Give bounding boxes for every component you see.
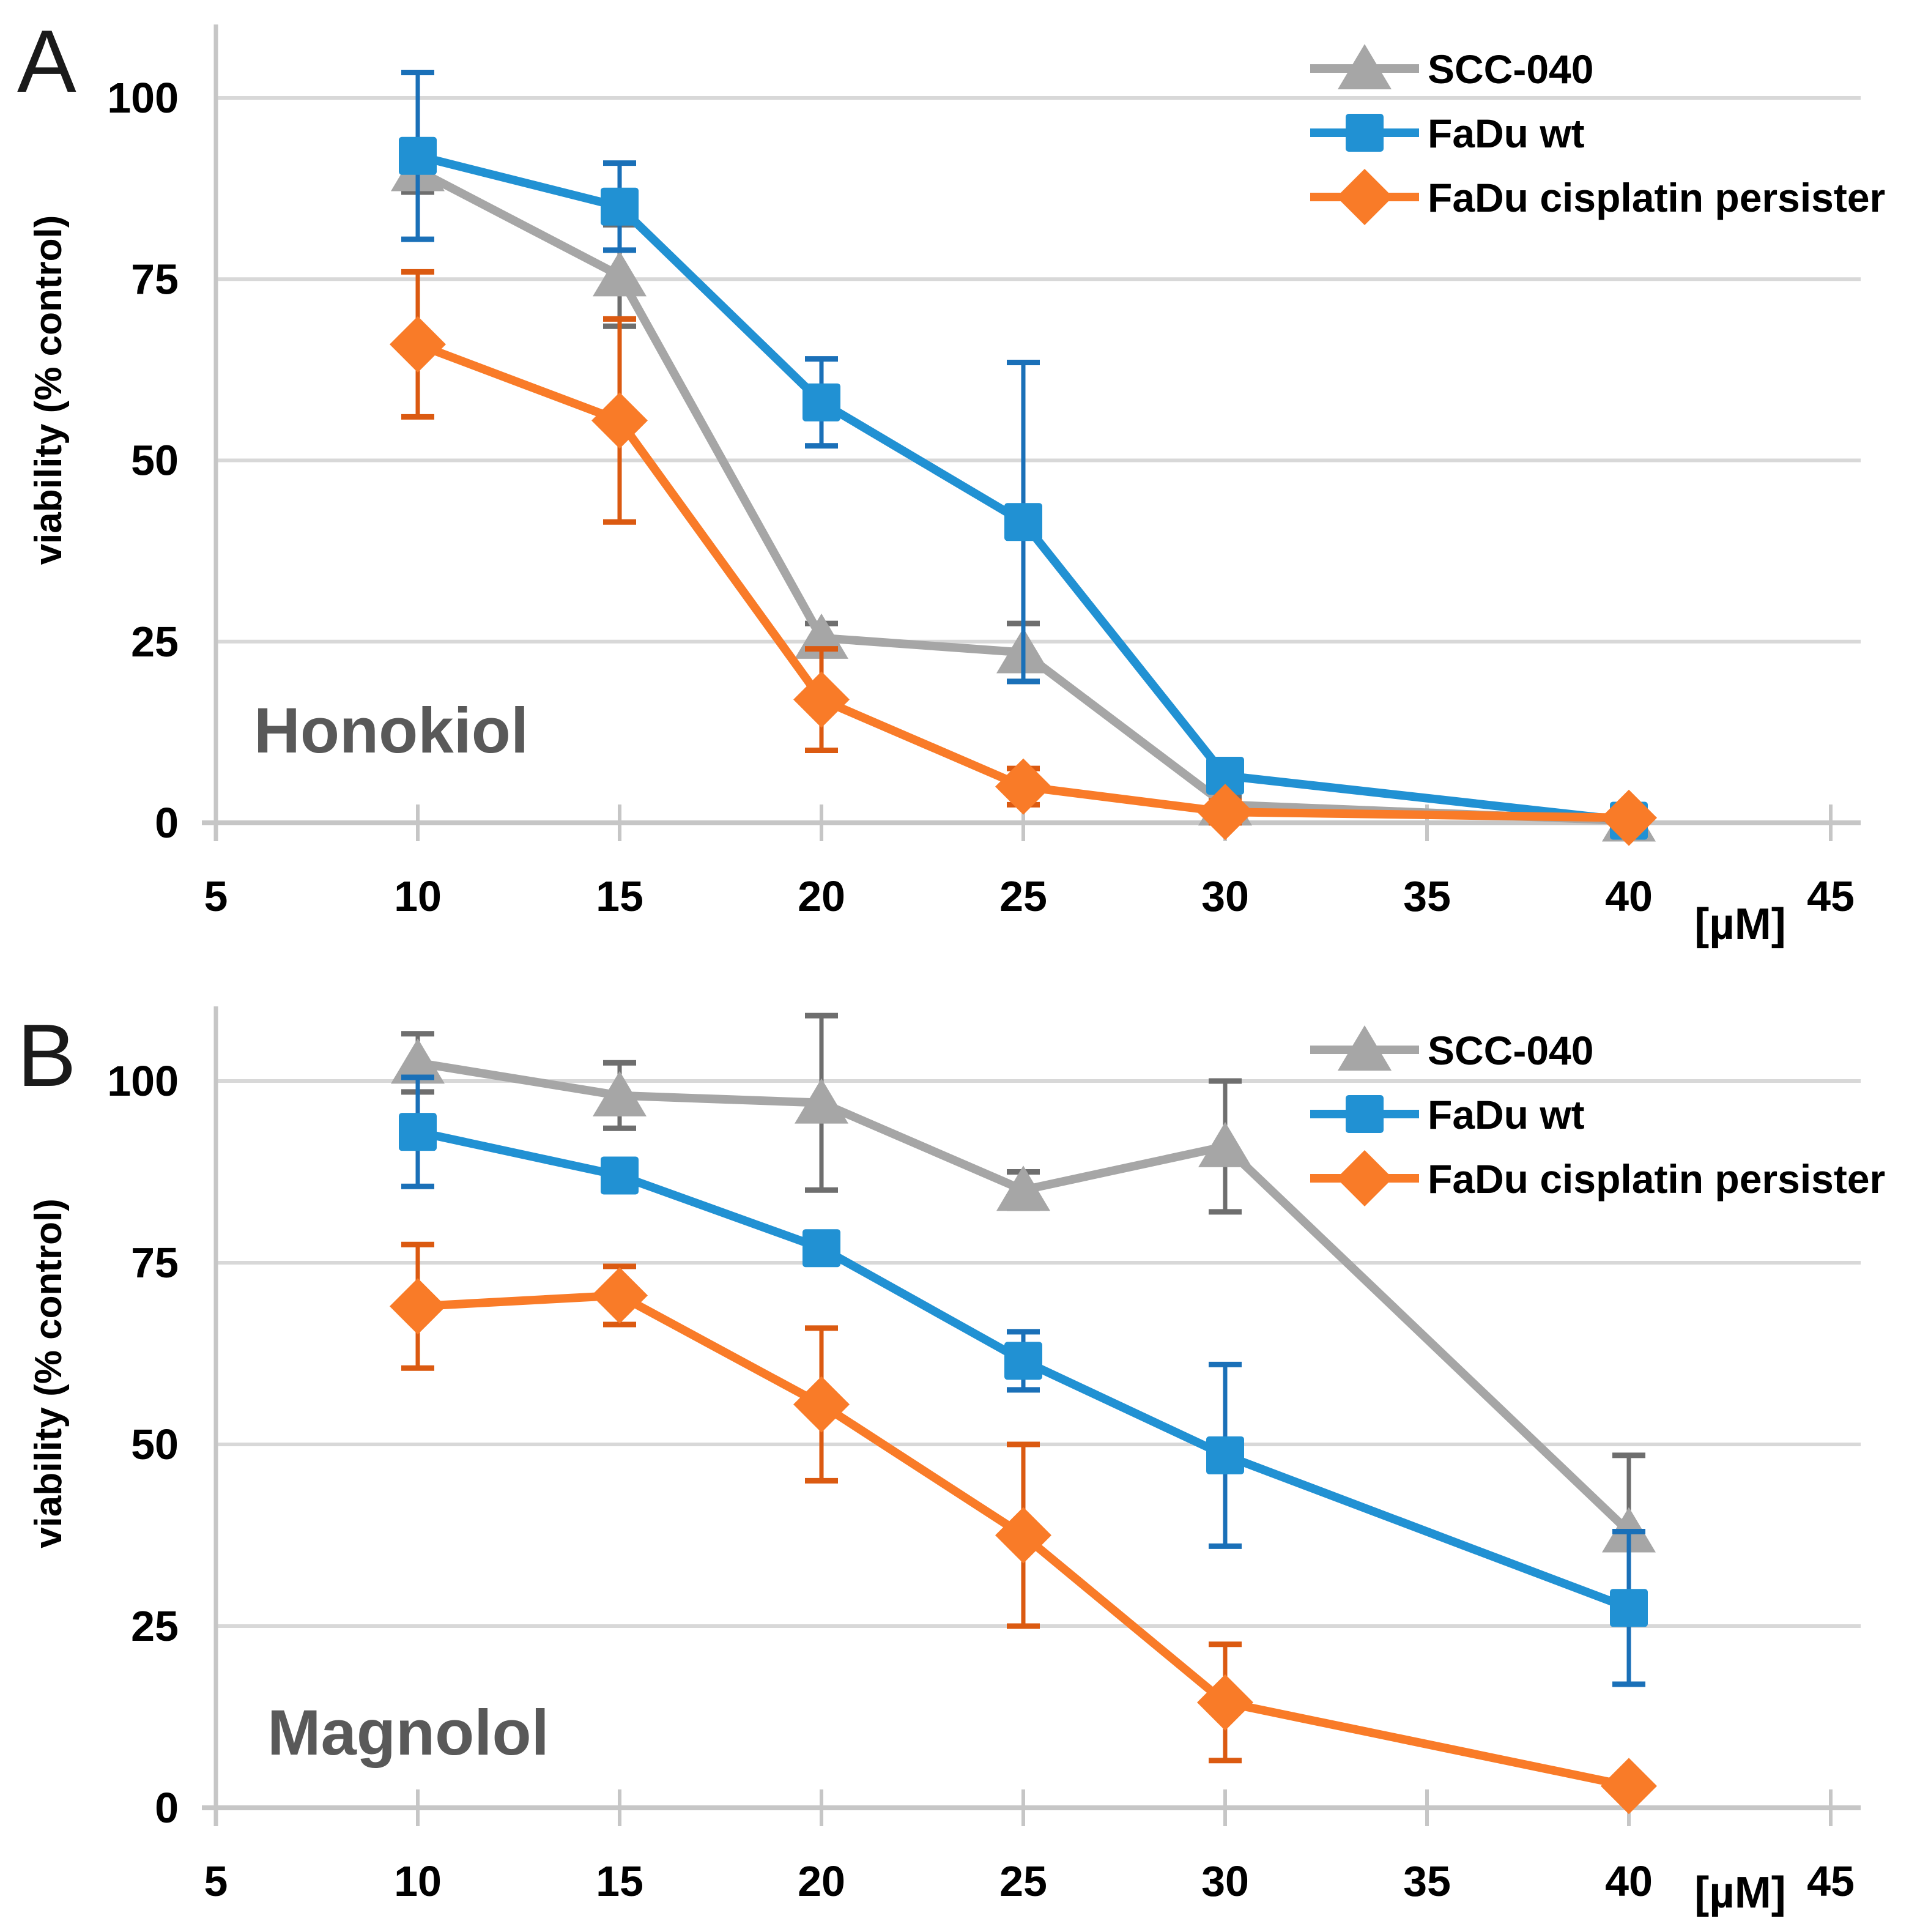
y-tick-label-50: 50 — [131, 1421, 179, 1468]
x-tick-label-5: 5 — [204, 1857, 228, 1905]
x-tick-label-15: 15 — [596, 872, 643, 920]
series-fadu-wt-marker-20um — [803, 383, 840, 422]
series-scc-040-marker-20um — [795, 1078, 848, 1124]
series-fadu-wt-line — [413, 1128, 1633, 1613]
series-fadu-wt-marker-40um — [1610, 1589, 1648, 1627]
series-fadu-wt — [399, 70, 1648, 840]
x-tick-label-5: 5 — [204, 872, 228, 920]
panel-a: 0 25 50 75 100 5 10 15 20 25 30 35 40 45 [µM] viability… — [17, 12, 1885, 949]
legend-label-scc-040: SCC-040 — [1428, 46, 1593, 92]
x-tick-label-15: 15 — [596, 1857, 643, 1905]
series-fadu-cisplatin-persister-marker-20um — [793, 1376, 850, 1433]
series-fadu-cisplatin-persister-marker-20um — [793, 671, 850, 728]
series-fadu-cisplatin-persister-marker-30um — [1197, 1674, 1253, 1731]
x-tick-label-35: 35 — [1403, 872, 1451, 920]
legend-item-scc-040: SCC-040 — [1310, 1025, 1593, 1073]
series-scc-040-marker-15um — [593, 1071, 647, 1116]
legend-label-scc-040: SCC-040 — [1428, 1028, 1593, 1073]
series-fadu-cisplatin-persister-marker-40um — [1601, 1758, 1657, 1815]
legend-marker-fadu-wt-icon — [1346, 1095, 1384, 1133]
series-scc-040-line — [413, 166, 1633, 825]
y-tick-label-100: 100 — [107, 74, 179, 122]
legend-panel-a: SCC-040 FaDu wt FaDu cisplatin persister — [1310, 44, 1885, 225]
legend-marker-fadu-cisplatin-persister-icon — [1336, 1150, 1393, 1206]
series-fadu-cisplatin-persister-marker-10um — [390, 1278, 446, 1335]
y-axis-title: viability (% control) — [28, 1198, 70, 1548]
series-fadu-cisplatin-persister-marker-10um — [390, 316, 446, 373]
x-tick-label-10: 10 — [394, 1857, 442, 1905]
panel-b: 0 25 50 75 100 5 10 15 20 25 30 35 40 45 [µM] viability… — [17, 1006, 1885, 1917]
x-tick-label-20: 20 — [798, 872, 845, 920]
x-axis-unit-label: [µM] — [1694, 900, 1785, 949]
series-fadu-cisplatin-persister-line — [413, 1291, 1633, 1791]
legend-item-fadu-wt: FaDu wt — [1310, 1092, 1585, 1137]
x-axis-unit-label: [µM] — [1694, 1868, 1785, 1917]
y-tick-label-0: 0 — [155, 799, 179, 847]
y-tick-label-75: 75 — [131, 255, 179, 303]
legend-label-fadu-wt: FaDu wt — [1428, 111, 1585, 156]
legend-label-fadu-cisplatin-persister: FaDu cisplatin persister — [1428, 175, 1885, 220]
series-fadu-wt — [399, 1074, 1648, 1687]
x-tick-label-25: 25 — [999, 1857, 1047, 1905]
legend-marker-fadu-cisplatin-persister-icon — [1336, 169, 1393, 225]
series-fadu-cisplatin-persister-line — [413, 340, 1633, 822]
y-tick-label-25: 25 — [131, 1602, 179, 1650]
series-fadu-cisplatin-persister-marker-25um — [995, 758, 1051, 815]
panel-label-a: A — [17, 12, 76, 111]
legend-label-fadu-cisplatin-persister: FaDu cisplatin persister — [1428, 1156, 1885, 1202]
y-tick-label-25: 25 — [131, 618, 179, 666]
legend-item-fadu-cisplatin-persister: FaDu cisplatin persister — [1310, 169, 1885, 225]
panel-label-b: B — [17, 1006, 76, 1105]
legend-marker-fadu-wt-icon — [1346, 114, 1384, 152]
x-tick-label-25: 25 — [999, 872, 1047, 920]
compound-label-honokiol: Honokiol — [254, 695, 528, 767]
series-fadu-wt-marker-10um — [399, 136, 437, 175]
series-fadu-wt-marker-15um — [601, 1156, 639, 1195]
series-fadu-wt-marker-30um — [1206, 1436, 1244, 1474]
x-tick-label-45: 45 — [1807, 1857, 1855, 1905]
x-tick-label-40: 40 — [1605, 1857, 1653, 1905]
series-fadu-cisplatin-persister-marker-15um — [591, 392, 648, 449]
series-fadu-wt-marker-25um — [1004, 1342, 1042, 1380]
x-tick-label-30: 30 — [1201, 1857, 1249, 1905]
y-tick-label-100: 100 — [107, 1057, 179, 1105]
x-tick-label-35: 35 — [1403, 1857, 1451, 1905]
series-fadu-cisplatin-persister-marker-15um — [591, 1267, 648, 1324]
y-tick-label-50: 50 — [131, 437, 179, 485]
series-scc-040-marker-30um — [1198, 1121, 1252, 1167]
x-tick-label-30: 30 — [1201, 872, 1249, 920]
legend-marker-scc-040-icon — [1338, 44, 1392, 89]
series-fadu-cisplatin-persister-marker-30um — [1197, 784, 1253, 841]
legend-item-fadu-cisplatin-persister: FaDu cisplatin persister — [1310, 1150, 1885, 1206]
legend-panel-b: SCC-040 FaDu wt FaDu cisplatin persister — [1310, 1025, 1885, 1206]
series-scc-040-marker-15um — [593, 251, 647, 297]
series-fadu-cisplatin-persister — [390, 1241, 1657, 1815]
x-tick-label-20: 20 — [798, 1857, 845, 1905]
series-fadu-wt-marker-10um — [399, 1113, 437, 1151]
legend-marker-scc-040-icon — [1338, 1025, 1392, 1071]
x-tick-label-10: 10 — [394, 872, 442, 920]
series-fadu-wt-marker-20um — [803, 1229, 840, 1268]
y-axis-title: viability (% control) — [28, 215, 70, 565]
legend-label-fadu-wt: FaDu wt — [1428, 1092, 1585, 1137]
series-fadu-wt-line — [413, 151, 1633, 825]
y-tick-label-0: 0 — [155, 1784, 179, 1832]
series-scc-040-line — [413, 1058, 1633, 1536]
series-fadu-cisplatin-persister-marker-25um — [995, 1507, 1051, 1564]
y-tick-label-75: 75 — [131, 1239, 179, 1287]
legend-item-fadu-wt: FaDu wt — [1310, 111, 1585, 156]
x-tick-label-40: 40 — [1605, 872, 1653, 920]
legend-item-scc-040: SCC-040 — [1310, 44, 1593, 92]
series-fadu-wt-marker-15um — [601, 187, 639, 226]
x-tick-label-45: 45 — [1807, 872, 1855, 920]
series-scc-040-marker-10um — [391, 1038, 445, 1084]
series-fadu-cisplatin-persister — [390, 269, 1657, 846]
series-fadu-wt-marker-30um — [1206, 756, 1244, 795]
series-scc-040-marker-25um — [996, 1165, 1050, 1211]
series-fadu-cisplatin-persister-marker-40um — [1601, 789, 1657, 846]
series-fadu-wt-marker-25um — [1004, 503, 1042, 541]
compound-label-magnolol: Magnolol — [267, 1697, 549, 1769]
